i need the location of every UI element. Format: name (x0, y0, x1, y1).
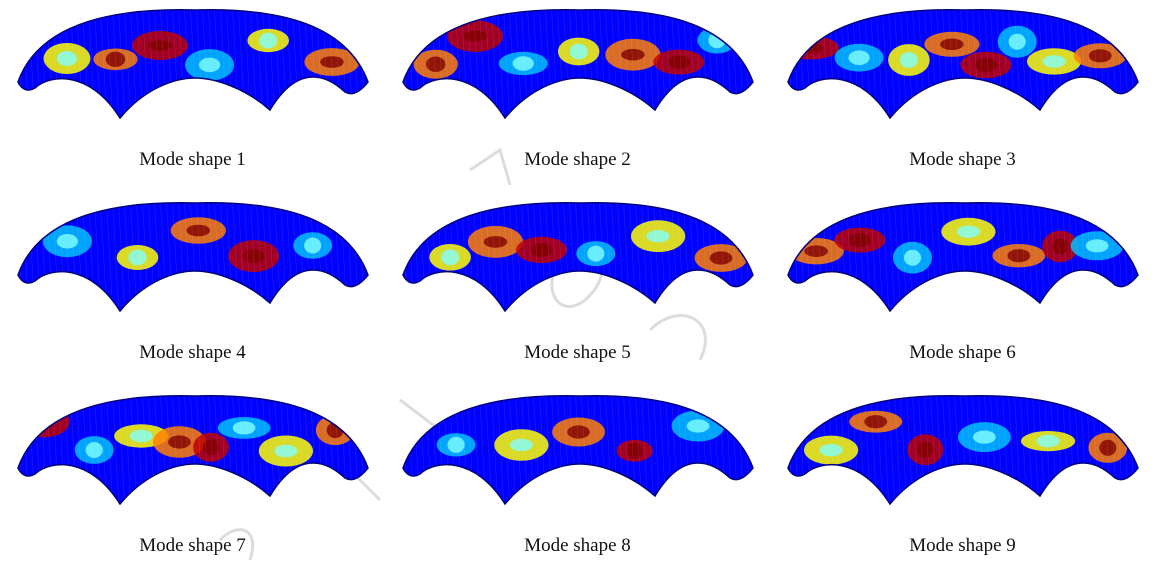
mode-shape-panel-6: Mode shape 6 (770, 193, 1155, 383)
mode-shape-caption: Mode shape 6 (909, 342, 1016, 363)
mode-shape-panel-1: Mode shape 1 (0, 0, 385, 190)
mode-shape-panel-5: Mode shape 5 (385, 193, 770, 383)
mode-shape-caption: Mode shape 9 (909, 535, 1016, 556)
mode-shape-plot-9 (787, 395, 1139, 506)
mode-shape-caption: Mode shape 3 (909, 149, 1016, 170)
mode-shape-caption: Mode shape 5 (524, 342, 631, 363)
mode-shape-caption: Mode shape 8 (524, 535, 631, 556)
mode-shape-panel-4: Mode shape 4 (0, 193, 385, 383)
shell-surface (18, 202, 368, 311)
mode-shape-caption: Mode shape 1 (139, 149, 246, 170)
mode-shape-panel-8: Mode shape 8 (385, 386, 770, 576)
mode-shape-plot-1 (17, 9, 369, 120)
mode-shape-plot-5 (402, 202, 754, 313)
mode-shape-caption: Mode shape 7 (139, 535, 246, 556)
mode-shape-plot-8 (402, 395, 754, 506)
mode-shape-panel-2: Mode shape 2 (385, 0, 770, 190)
mode-shape-caption: Mode shape 2 (524, 149, 631, 170)
mode-shape-panel-3: Mode shape 3 (770, 0, 1155, 190)
mode-shape-plot-4 (17, 202, 369, 313)
mode-shape-panel-7: Mode shape 7 (0, 386, 385, 576)
mode-shape-plot-6 (787, 202, 1139, 313)
shell-surface (403, 395, 753, 504)
mode-shape-plot-7 (17, 395, 369, 506)
mode-shape-panel-9: Mode shape 9 (770, 386, 1155, 576)
mode-shape-plot-3 (787, 9, 1139, 120)
mode-shape-caption: Mode shape 4 (139, 342, 246, 363)
shell-surface (788, 202, 1138, 311)
mode-shape-plot-2 (402, 9, 754, 120)
